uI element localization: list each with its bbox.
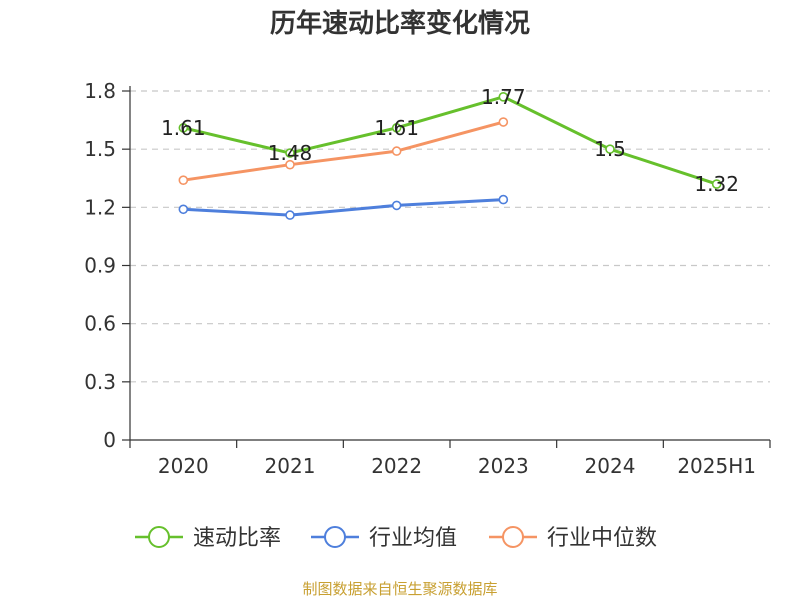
series-line-0 (182, 95, 718, 186)
data-point (285, 159, 295, 170)
legend-label: 速动比率 (193, 526, 281, 551)
x-tick-label: 2021 (265, 454, 316, 478)
legend-label: 行业均值 (369, 526, 457, 551)
data-label: 1.48 (268, 141, 313, 165)
data-point (285, 210, 295, 220)
data-point (178, 175, 189, 185)
x-tick-label: 2024 (585, 454, 636, 478)
data-label: 1.5 (594, 137, 626, 161)
data-label: 1.77 (481, 85, 526, 109)
legend-marker (148, 526, 170, 548)
data-label: 1.32 (694, 172, 739, 196)
data-point (498, 117, 509, 127)
legend-label: 行业中位数 (547, 526, 657, 551)
x-tick-label: 2022 (371, 454, 422, 478)
data-point (498, 194, 509, 205)
legend-marker (502, 526, 524, 548)
y-tick-label: 0.3 (84, 370, 116, 394)
series-line-1 (183, 198, 504, 217)
data-point (178, 204, 189, 215)
data-point (285, 148, 295, 158)
source-note: 制图数据来自恒生聚源数据库 (302, 580, 498, 598)
y-tick-label: 0.6 (84, 312, 116, 336)
data-point (391, 200, 402, 211)
x-tick-label: 2025H1 (677, 454, 756, 478)
y-tick-label: 1.8 (84, 79, 116, 103)
x-tick-label: 2020 (158, 454, 209, 478)
data-point (498, 92, 509, 102)
legend-marker (324, 526, 346, 548)
data-point (711, 179, 722, 189)
data-point (391, 123, 402, 133)
series-line-2 (183, 120, 504, 182)
y-tick-label: 0 (103, 428, 116, 452)
data-point (605, 144, 615, 154)
y-tick-label: 1.5 (84, 137, 116, 161)
data-label: 1.61 (374, 116, 419, 140)
chart-title: 历年速动比率变化情况 (269, 9, 530, 39)
data-point (391, 146, 402, 156)
y-tick-label: 0.9 (84, 254, 116, 278)
y-tick-label: 1.2 (84, 195, 116, 219)
data-point (178, 123, 189, 133)
data-label: 1.61 (161, 116, 206, 140)
x-tick-label: 2023 (478, 454, 529, 478)
